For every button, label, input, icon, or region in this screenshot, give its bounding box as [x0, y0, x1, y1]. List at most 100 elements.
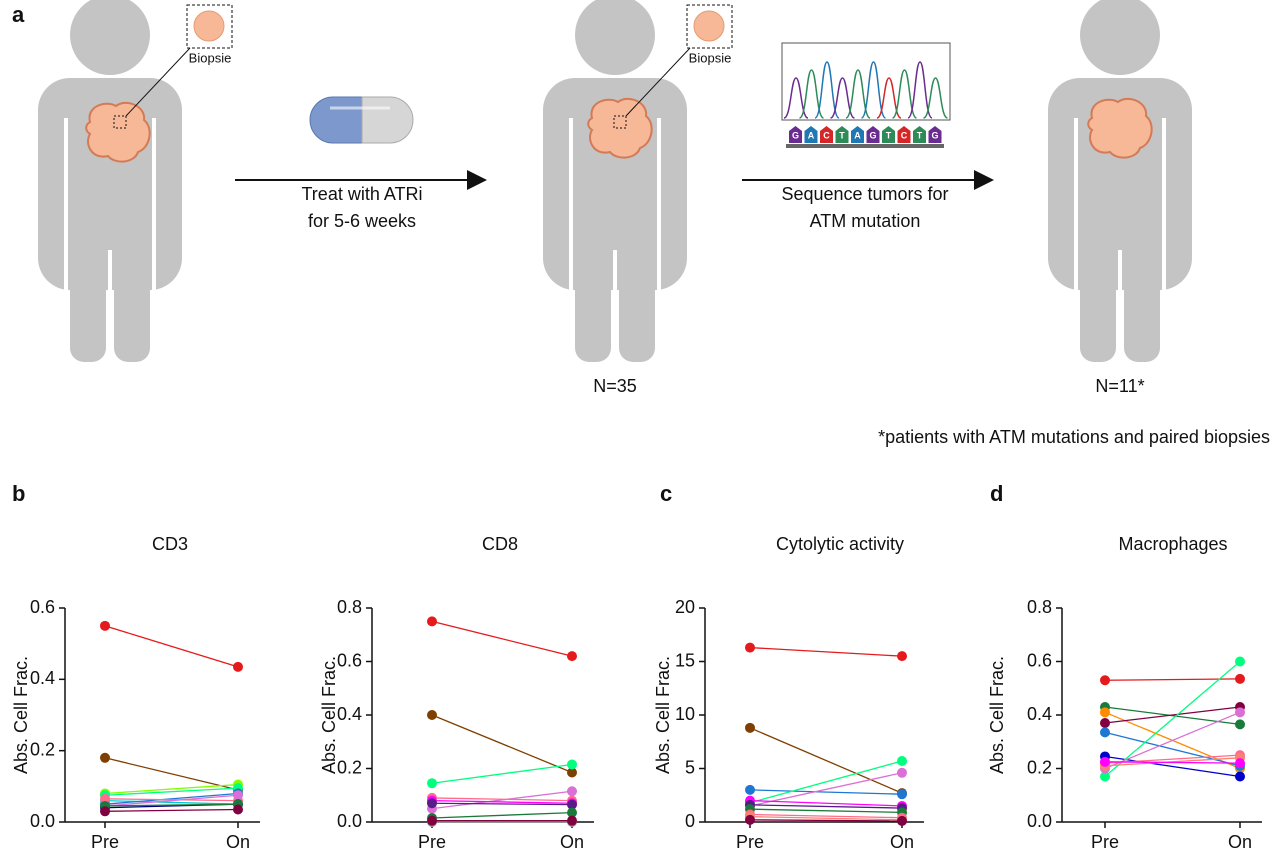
- data-point: [567, 651, 577, 662]
- data-point: [1235, 656, 1245, 667]
- y-tick-label: 0.6: [337, 650, 362, 670]
- base-box: [913, 126, 926, 143]
- x-tick-label: On: [226, 832, 250, 852]
- data-point: [1100, 707, 1110, 718]
- y-tick-label: 0.8: [1027, 597, 1052, 617]
- chart-title: Cytolytic activity: [776, 534, 904, 554]
- x-tick-label: Pre: [91, 832, 119, 852]
- y-tick-label: 0.4: [30, 668, 55, 688]
- base-letter: T: [886, 130, 892, 140]
- series-line: [1104, 731, 1241, 767]
- data-point: [427, 798, 437, 809]
- data-point: [897, 767, 907, 778]
- series-line: [749, 813, 903, 819]
- step-text: Sequence tumors for: [781, 184, 948, 204]
- data-point: [745, 642, 755, 653]
- series-line: [1104, 757, 1241, 767]
- y-tick-label: 0: [685, 811, 695, 831]
- y-axis-label: Abs. Cell Frac.: [319, 656, 339, 774]
- series-line: [104, 757, 239, 791]
- chart: CD8 Abs. Cell Frac. 0.0 0.2 0.4 0.6 0.8 Pre On: [319, 534, 594, 852]
- base-box: [820, 126, 833, 143]
- footnote: *patients with ATM mutations and paired …: [878, 427, 1270, 447]
- data-point: [100, 620, 110, 631]
- panel-label: c: [660, 481, 672, 506]
- data-point: [1235, 719, 1245, 730]
- series-line: [1104, 711, 1241, 770]
- biopsy-label: Biopsie: [689, 50, 732, 65]
- y-axis-label: Abs. Cell Frac.: [987, 656, 1007, 774]
- data-point: [1100, 675, 1110, 686]
- chart: Cytolytic activity Abs. Cell Frac. 0 5 10 15 2…: [653, 534, 924, 852]
- data-point: [1100, 756, 1110, 767]
- y-tick-label: 0.2: [337, 757, 362, 777]
- data-point: [897, 756, 907, 767]
- series-line: [104, 803, 239, 807]
- series-line: [104, 799, 239, 805]
- chart-title: CD3: [152, 534, 188, 554]
- base-box: [866, 126, 880, 143]
- y-axis-label: Abs. Cell Frac.: [653, 656, 673, 774]
- data-point: [100, 752, 110, 763]
- n-label: N=35: [593, 376, 637, 396]
- data-point: [1100, 771, 1110, 782]
- data-point: [233, 661, 243, 672]
- series-line: [431, 620, 573, 657]
- series-line: [1104, 706, 1241, 724]
- y-axis-label: Abs. Cell Frac.: [11, 656, 31, 774]
- series-line: [749, 819, 903, 822]
- y-tick-label: 0.2: [1027, 757, 1052, 777]
- data-point: [427, 815, 437, 826]
- data-point: [567, 807, 577, 818]
- y-tick-label: 20: [675, 597, 695, 617]
- y-tick-label: 15: [675, 650, 695, 670]
- series-line: [1104, 661, 1241, 778]
- series-line: [431, 763, 573, 784]
- data-point: [233, 804, 243, 815]
- patient-icon: [1046, 0, 1194, 364]
- chart: Macrophages Abs. Cell Frac. 0.0 0.2 0.4 0.6 0.…: [987, 534, 1262, 852]
- y-tick-label: 0.0: [1027, 811, 1052, 831]
- series-line: [431, 714, 573, 774]
- series-line: [104, 798, 239, 802]
- data-point: [567, 786, 577, 797]
- step-text: Treat with ATRi: [301, 184, 422, 204]
- base-letter: G: [931, 130, 938, 140]
- peak: [814, 61, 840, 119]
- series-line: [1104, 678, 1241, 681]
- base-box: [789, 126, 802, 143]
- series-line: [749, 816, 903, 821]
- data-point: [1235, 758, 1245, 769]
- series-line: [104, 783, 239, 795]
- data-point: [745, 814, 755, 825]
- series-line: [104, 792, 239, 805]
- panel-label: d: [990, 481, 1003, 506]
- data-point: [427, 778, 437, 789]
- data-point: [567, 767, 577, 778]
- data-point: [1235, 673, 1245, 684]
- y-tick-label: 0.4: [1027, 704, 1052, 724]
- chart: CD3 Abs. Cell Frac. 0.0 0.2 0.4 0.6 Pre On: [11, 534, 260, 852]
- data-point: [427, 616, 437, 627]
- series-line: [749, 808, 903, 814]
- base-box: [882, 126, 895, 143]
- y-tick-label: 0.8: [337, 597, 362, 617]
- data-point: [1100, 727, 1110, 738]
- y-tick-label: 0.2: [30, 739, 55, 759]
- data-point: [567, 759, 577, 770]
- series-line: [749, 646, 903, 657]
- base-box: [804, 126, 818, 143]
- series-line: [1104, 761, 1241, 764]
- biopsy: Biopsie: [613, 4, 733, 129]
- biopsy-label: Biopsie: [189, 50, 232, 65]
- x-tick-label: Pre: [1091, 832, 1119, 852]
- series-line: [431, 790, 573, 810]
- data-point: [897, 789, 907, 800]
- base-letter: T: [839, 130, 845, 140]
- base-letter: G: [792, 130, 799, 140]
- pill: [309, 96, 414, 144]
- data-point: [897, 815, 907, 826]
- data-point: [897, 651, 907, 662]
